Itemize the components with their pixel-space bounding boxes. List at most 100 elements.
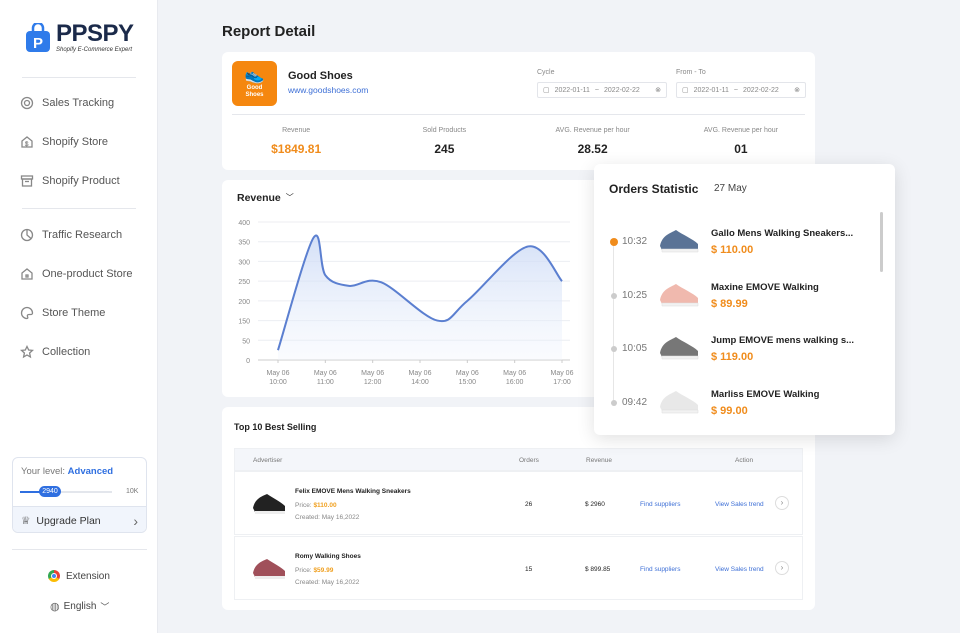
bag-logo-icon: P bbox=[26, 22, 50, 52]
col-revenue: Revenue bbox=[586, 457, 613, 464]
order-time: 10:32 bbox=[622, 236, 648, 247]
view-sales-trend-link[interactable]: View Sales trend bbox=[715, 501, 764, 508]
order-item[interactable]: 09:42 Marliss EMOVE Walking $ 99.00 bbox=[594, 375, 874, 425]
sidebar-item-label: Collection bbox=[42, 346, 91, 358]
order-product-name: Gallo Mens Walking Sneakers... bbox=[711, 228, 854, 239]
revenue-area bbox=[278, 235, 562, 360]
revenue-value: $ 899.85 bbox=[585, 566, 611, 573]
stat-label: Sold Products bbox=[422, 127, 467, 134]
x-tick-label-time: 16:00 bbox=[506, 379, 524, 386]
sidebar-item-sales-tracking[interactable]: Sales Tracking bbox=[20, 96, 114, 110]
store-logo: 👟 Good Shoes bbox=[232, 61, 277, 106]
stat-revenue: Revenue $1849.81 bbox=[222, 127, 370, 156]
scrollbar[interactable] bbox=[880, 212, 883, 272]
house-icon bbox=[21, 268, 33, 280]
calendar-icon: ▢ bbox=[682, 87, 689, 94]
col-orders: Orders bbox=[519, 457, 539, 464]
find-suppliers-link[interactable]: Find suppliers bbox=[640, 501, 681, 508]
sidebar-item-shopify-product[interactable]: Shopify Product bbox=[20, 174, 120, 188]
chevron-right-icon[interactable]: › bbox=[775, 561, 789, 575]
orders-value: 26 bbox=[525, 501, 533, 508]
date-from: 2022-01-11 bbox=[554, 86, 590, 94]
orders-title: Orders Statistic bbox=[609, 182, 699, 196]
globe-icon: ◍ bbox=[50, 601, 60, 613]
sidebar-item-shopify-store[interactable]: $ Shopify Store bbox=[20, 135, 108, 149]
product-price: Price: $59.99 bbox=[295, 567, 334, 574]
sidebar-item-label: Traffic Research bbox=[42, 229, 123, 241]
timeline-dot bbox=[611, 400, 617, 406]
product-thumbnail bbox=[660, 284, 699, 307]
revenue-value: $ 2960 bbox=[585, 501, 605, 508]
cycle-label: Cycle bbox=[537, 69, 555, 76]
divider bbox=[22, 77, 136, 78]
stats-row: Revenue $1849.81 Sold Products 245 AVG. Re… bbox=[222, 127, 815, 156]
level-label: Your level: bbox=[21, 466, 66, 477]
orders-statistic-panel: Orders Statistic 27 May 10:32 Gallo Mens… bbox=[594, 164, 895, 435]
product-thumbnail bbox=[660, 391, 699, 414]
revenue-line bbox=[277, 234, 563, 351]
stat-sold-products: Sold Products 245 bbox=[370, 127, 518, 156]
table-header: Advertiser Orders Revenue Action bbox=[234, 448, 803, 471]
logo[interactable]: P PPSPY Shopify E-Commerce Expert bbox=[24, 22, 134, 53]
upgrade-plan-button[interactable]: ♕ Upgrade Plan › bbox=[13, 506, 146, 532]
order-time: 09:42 bbox=[622, 397, 648, 408]
order-price: $ 99.00 bbox=[711, 405, 748, 417]
from-to-date-range[interactable]: ▢ 2022-01-11 ~2022-02-22 ⊗ bbox=[676, 82, 806, 98]
order-price: $ 89.99 bbox=[711, 298, 748, 310]
sidebar-item-traffic-research[interactable]: Traffic Research bbox=[20, 228, 122, 242]
sidebar-item-label: Shopify Product bbox=[42, 175, 120, 187]
extension-link[interactable]: Extension bbox=[48, 570, 110, 582]
chart-metric-select[interactable]: Revenue ﹀ bbox=[237, 192, 294, 204]
stat-value: 28.52 bbox=[577, 142, 608, 156]
divider bbox=[232, 114, 805, 115]
language-select[interactable]: ◍ English ﹀ bbox=[50, 600, 109, 613]
y-tick-label: 300 bbox=[238, 259, 250, 266]
chevron-down-icon: ﹀ bbox=[100, 602, 110, 612]
x-tick-label-time: 15:00 bbox=[459, 379, 477, 386]
table-row: Felix EMOVE Mens Walking Sneakers Price:… bbox=[234, 471, 803, 535]
order-time: 10:25 bbox=[622, 290, 648, 301]
level-max: 10K bbox=[126, 488, 139, 495]
sidebar-item-store-theme[interactable]: Store Theme bbox=[20, 306, 105, 320]
chevron-right-icon: › bbox=[133, 512, 138, 529]
view-sales-trend-link[interactable]: View Sales trend bbox=[715, 566, 764, 573]
x-tick-label: May 06 bbox=[551, 370, 574, 377]
product-thumbnail bbox=[660, 337, 699, 360]
timeline-dot bbox=[611, 346, 617, 352]
level-progress-track bbox=[20, 491, 112, 493]
sidebar-item-one-product-store[interactable]: One-product Store bbox=[20, 267, 133, 281]
order-time: 10:05 bbox=[622, 343, 648, 354]
chevron-right-icon[interactable]: › bbox=[775, 496, 789, 510]
order-item[interactable]: 10:25 Maxine EMOVE Walking $ 89.99 bbox=[594, 268, 874, 318]
level-current-badge: 2940 bbox=[39, 486, 61, 497]
orders-date: 27 May bbox=[714, 183, 747, 194]
cycle-date-range[interactable]: ▢ 2022-01-11 ~2022-02-22 ⊗ bbox=[537, 82, 667, 98]
sidebar-item-collection[interactable]: Collection bbox=[20, 345, 90, 359]
star-icon bbox=[20, 345, 34, 359]
clear-icon[interactable]: ⊗ bbox=[794, 87, 800, 94]
x-tick-label-time: 10:00 bbox=[269, 379, 287, 386]
order-price: $ 110.00 bbox=[711, 244, 754, 256]
date-from: 2022-01-11 bbox=[693, 86, 729, 94]
x-tick-label: May 06 bbox=[361, 370, 384, 377]
level-card: Your level: Advanced 2940 10K ♕ Upgrade P… bbox=[12, 457, 147, 533]
store-url[interactable]: www.goodshoes.com bbox=[288, 85, 369, 95]
y-tick-label: 50 bbox=[242, 338, 250, 345]
y-tick-label: 400 bbox=[238, 220, 250, 227]
store-name: Good Shoes bbox=[288, 70, 353, 82]
table-row: Romy Walking Shoes Price: $59.99 Created… bbox=[234, 536, 803, 600]
store-icon: $ bbox=[21, 136, 33, 148]
product-name[interactable]: Romy Walking Shoes bbox=[295, 553, 361, 560]
order-item[interactable]: 10:32 Gallo Mens Walking Sneakers... $ 1… bbox=[594, 214, 874, 264]
find-suppliers-link[interactable]: Find suppliers bbox=[640, 566, 681, 573]
product-name[interactable]: Felix EMOVE Mens Walking Sneakers bbox=[295, 488, 411, 495]
order-product-name: Jump EMOVE mens walking s... bbox=[711, 335, 855, 346]
language-label: English bbox=[63, 601, 97, 612]
product-thumbnail bbox=[660, 230, 699, 253]
clear-icon[interactable]: ⊗ bbox=[655, 87, 661, 94]
svg-text:P: P bbox=[33, 35, 43, 52]
chrome-icon bbox=[48, 570, 60, 582]
crown-icon: ♕ bbox=[21, 514, 31, 527]
order-item[interactable]: 10:05 Jump EMOVE mens walking s... $ 119… bbox=[594, 321, 874, 371]
y-tick-label: 0 bbox=[246, 358, 250, 365]
